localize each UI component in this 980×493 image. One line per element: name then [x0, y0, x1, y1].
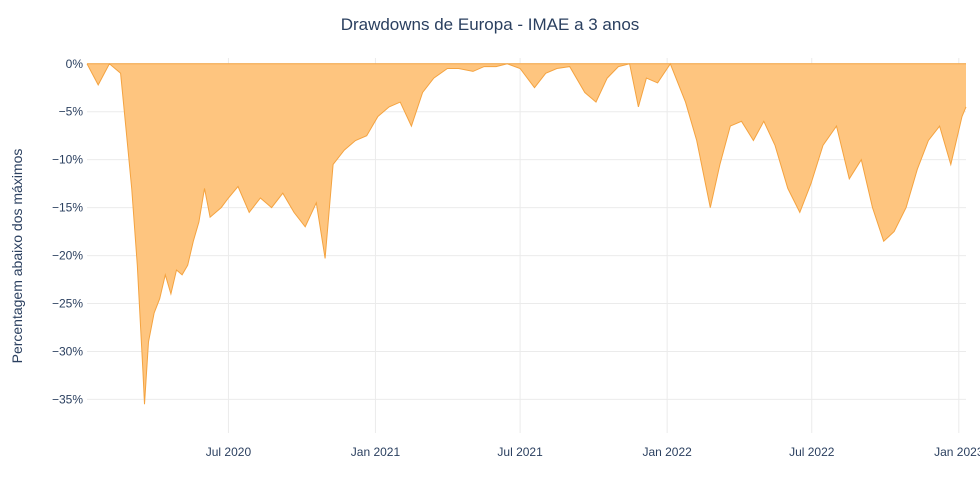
x-tick-label: Jul 2022: [789, 445, 835, 459]
drawdown-line: [86, 62, 967, 405]
y-tick-label: −25%: [52, 297, 83, 311]
x-tick-label: Jan 2023: [934, 445, 980, 459]
y-axis-title: Percentagem abaixo dos máximos: [9, 149, 25, 364]
x-tick-label: Jan 2022: [642, 445, 692, 459]
x-tick-label: Jul 2021: [497, 445, 543, 459]
y-axis-ticks: 0% −5% −10% −15% −20% −25% −30% −35%: [52, 57, 83, 407]
y-tick-label: 0%: [66, 57, 84, 71]
x-axis-ticks: Jul 2020 Jan 2021 Jul 2021 Jan 2022 Jul 2022…: [206, 445, 980, 459]
y-tick-label: −15%: [52, 201, 83, 215]
x-tick-label: Jan 2021: [351, 445, 401, 459]
y-tick-label: −30%: [52, 344, 83, 358]
plot-area: [86, 62, 967, 405]
y-tick-label: −20%: [52, 249, 83, 263]
chart-title: Drawdowns de Europa - IMAE a 3 anos: [341, 15, 640, 34]
y-tick-label: −5%: [59, 105, 84, 119]
y-tick-label: −35%: [52, 392, 83, 406]
drawdown-area: [87, 63, 966, 405]
y-tick-label: −10%: [52, 153, 83, 167]
x-tick-label: Jul 2020: [206, 445, 252, 459]
